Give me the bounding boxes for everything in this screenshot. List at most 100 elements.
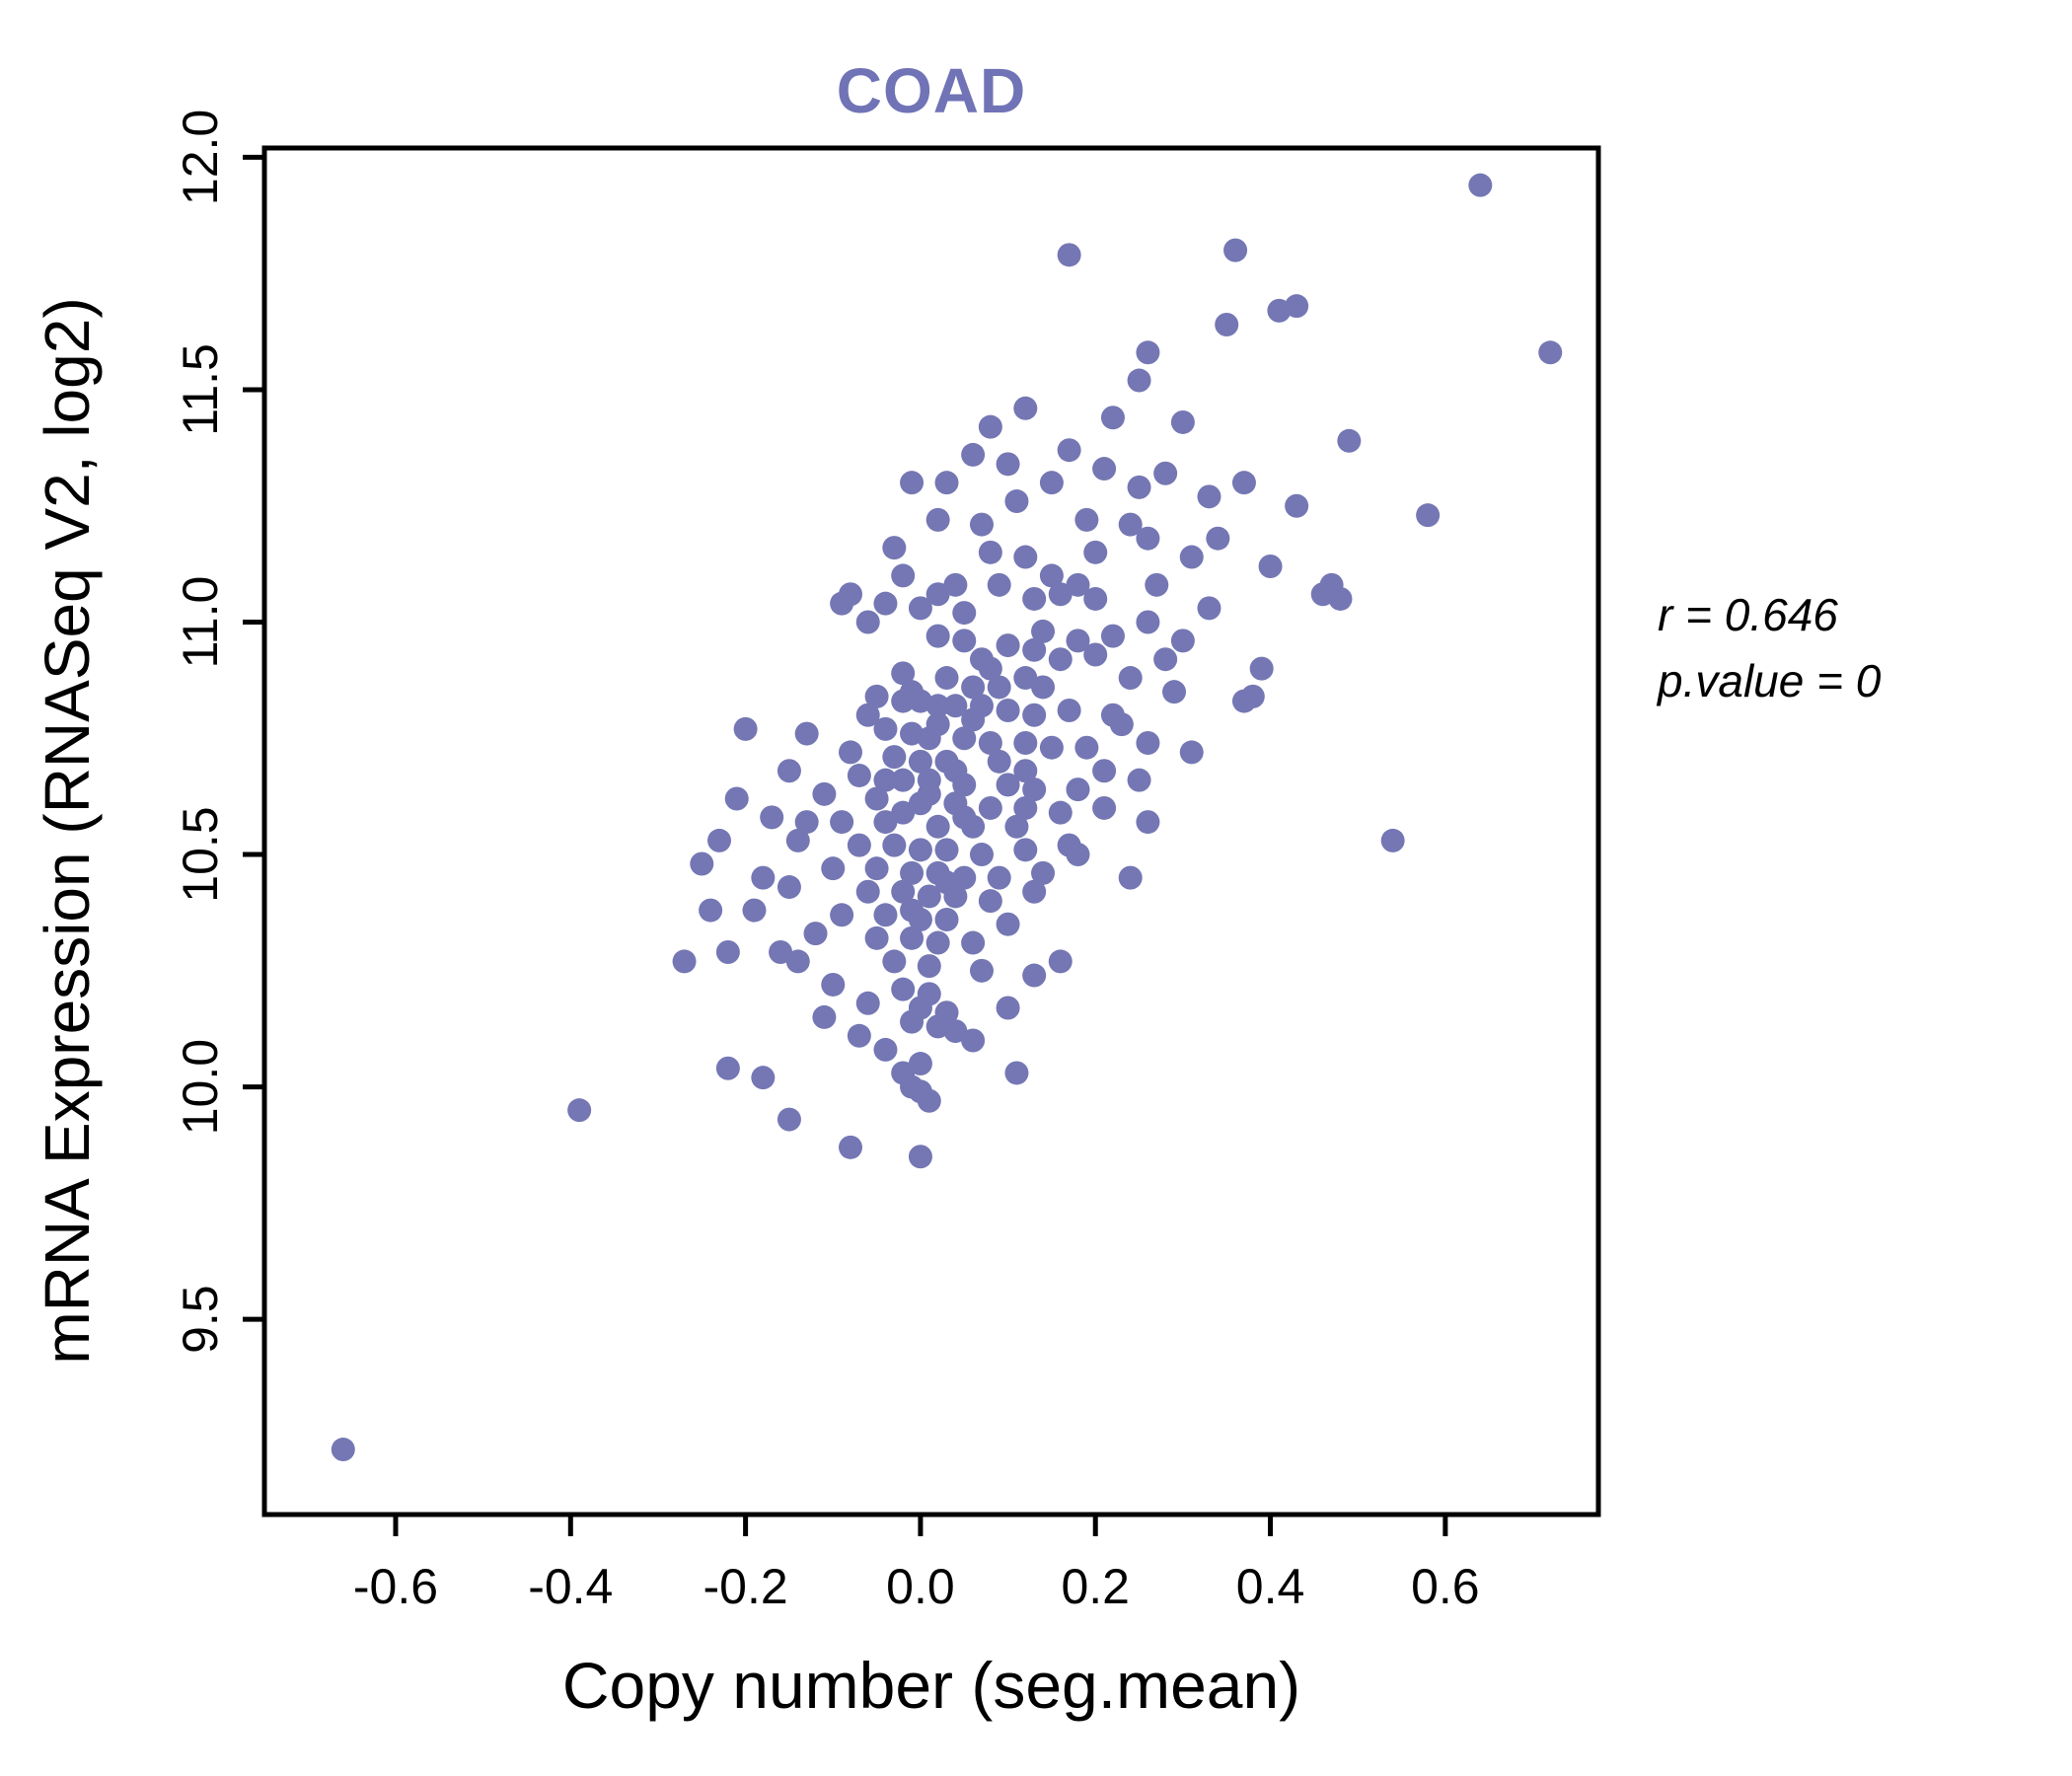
scatter-point xyxy=(1162,680,1187,704)
scatter-point xyxy=(1145,572,1169,597)
scatter-point xyxy=(900,925,925,950)
scatter-point xyxy=(873,768,898,792)
scatter-point xyxy=(1004,1061,1029,1085)
scatter-point xyxy=(917,768,941,792)
scatter-point xyxy=(715,939,740,964)
x-tick-label: 0.2 xyxy=(1061,1559,1130,1614)
scatter-point xyxy=(864,856,889,881)
scatter-point xyxy=(969,843,994,867)
scatter-point xyxy=(1127,768,1151,792)
scatter-point xyxy=(1285,294,1309,319)
scatter-point xyxy=(847,763,871,787)
scatter-point xyxy=(855,991,880,1015)
scatter-point xyxy=(891,661,916,686)
scatter-point xyxy=(969,512,994,537)
scatter-point xyxy=(961,442,986,467)
scatter-point xyxy=(1380,828,1405,852)
scatter-point xyxy=(821,856,846,881)
y-tick-label: 11.0 xyxy=(173,576,228,669)
scatter-point xyxy=(969,647,994,672)
scatter-point xyxy=(925,814,950,839)
scatter-point xyxy=(1013,795,1038,820)
scatter-point xyxy=(943,791,968,816)
scatter-point xyxy=(1048,647,1073,672)
scatter-point xyxy=(1022,586,1047,611)
scatter-point xyxy=(838,582,862,607)
scatter-point xyxy=(996,452,1020,477)
scatter-point xyxy=(925,712,950,737)
scatter-point xyxy=(1127,475,1151,499)
scatter-point xyxy=(1074,507,1099,532)
scatter-point xyxy=(925,582,950,607)
scatter-point xyxy=(934,1000,959,1025)
scatter-point xyxy=(1153,461,1178,485)
scatter-point xyxy=(987,572,1011,597)
scatter-point xyxy=(917,884,941,909)
scatter-point xyxy=(1118,666,1143,691)
scatter-point xyxy=(891,800,916,825)
scatter-point xyxy=(1013,545,1038,569)
scatter-point xyxy=(1013,838,1038,862)
scatter-point xyxy=(891,563,916,588)
scatter-point xyxy=(1170,409,1195,434)
scatter-point xyxy=(1013,666,1038,691)
scatter-point xyxy=(943,572,968,597)
scatter-point xyxy=(847,1023,871,1048)
scatter-point xyxy=(873,810,898,835)
scatter-point xyxy=(1197,484,1221,509)
scatter-point xyxy=(1136,526,1160,551)
scatter-point xyxy=(1013,730,1038,755)
scatter-point xyxy=(1057,438,1081,463)
scatter-point xyxy=(882,833,907,857)
scatter-point xyxy=(873,716,898,741)
scatter-point xyxy=(1004,489,1029,514)
scatter-point xyxy=(1127,368,1151,393)
scatter-point xyxy=(969,694,994,718)
scatter-point xyxy=(882,949,907,974)
scatter-point xyxy=(900,680,925,704)
scatter-point xyxy=(1022,637,1047,662)
scatter-point xyxy=(1048,582,1073,607)
scatter-point xyxy=(873,591,898,616)
scatter-point xyxy=(1240,684,1265,708)
scatter-point xyxy=(742,898,767,923)
scatter-point xyxy=(812,1004,837,1029)
scatter-point xyxy=(961,675,986,700)
r-value-text: r = 0.646 xyxy=(1658,589,1838,640)
scatter-point xyxy=(1022,777,1047,802)
scatter-point xyxy=(1048,800,1073,825)
scatter-point xyxy=(1538,340,1563,365)
scatter-point xyxy=(1197,596,1221,621)
scatter-point xyxy=(987,865,1011,890)
scatter-point xyxy=(1285,493,1309,518)
scatter-point xyxy=(1170,629,1195,653)
scatter-point xyxy=(1022,963,1047,988)
scatter-point xyxy=(987,675,1011,700)
y-tick-label: 10.5 xyxy=(173,806,228,902)
scatter-point xyxy=(1083,642,1108,667)
scatter-point xyxy=(1039,735,1064,760)
scatter-point xyxy=(925,624,950,648)
scatter-point xyxy=(855,879,880,904)
scatter-point xyxy=(1136,810,1160,835)
scatter-point xyxy=(1066,843,1090,867)
scatter-point xyxy=(855,703,880,727)
scatter-point xyxy=(943,1019,968,1044)
scatter-point xyxy=(1048,949,1073,974)
scatter-point xyxy=(1136,730,1160,755)
scatter-point xyxy=(996,633,1020,658)
scatter-point xyxy=(699,898,723,923)
scatter-point xyxy=(724,786,749,811)
scatter-point xyxy=(961,1028,986,1053)
scatter-point xyxy=(961,930,986,955)
scatter-point xyxy=(777,759,801,783)
p-value-text: p.value = 0 xyxy=(1658,654,1882,706)
scatter-point xyxy=(925,860,950,885)
scatter-point xyxy=(864,684,889,708)
scatter-point xyxy=(830,903,854,927)
scatter-point xyxy=(690,851,714,876)
scatter-point xyxy=(1118,512,1143,537)
scatter-point xyxy=(1074,735,1099,760)
scatter-point xyxy=(838,740,862,765)
